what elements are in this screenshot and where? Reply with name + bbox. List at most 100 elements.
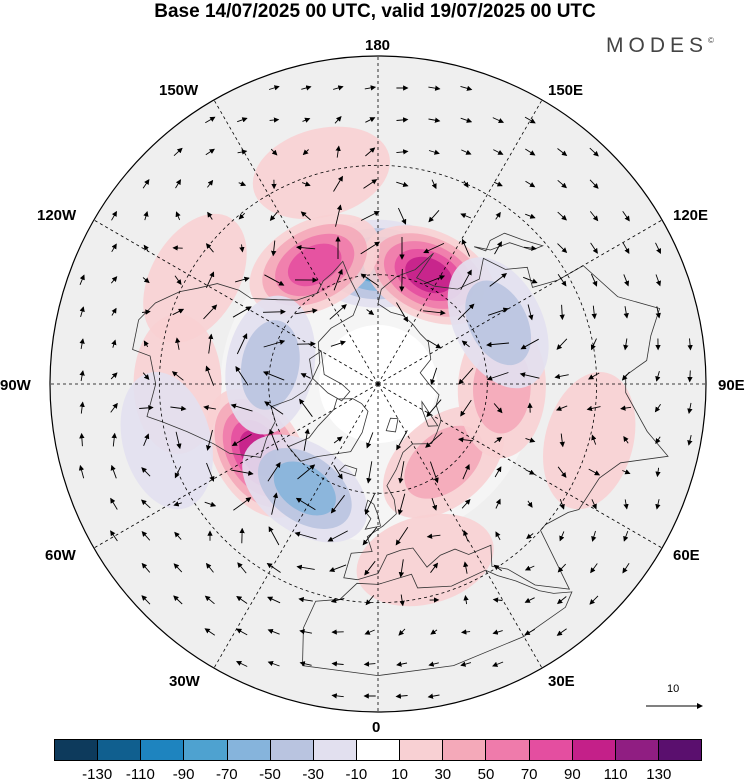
- wind-arrow: [173, 563, 183, 573]
- wind-arrow: [463, 561, 469, 574]
- wind-arrow: [110, 530, 118, 542]
- longitude-label-30w: 30W: [169, 673, 200, 690]
- wind-arrow: [622, 469, 631, 475]
- wind-arrow: [333, 465, 343, 480]
- colorbar-swatch: [184, 740, 228, 760]
- wind-arrow: [428, 117, 441, 123]
- wind-arrow: [396, 149, 409, 155]
- wind-arrow: [399, 594, 405, 607]
- wind-arrow: [239, 244, 245, 253]
- wind-arrow: [299, 629, 312, 635]
- wind-arrow: [423, 275, 446, 285]
- longitude-label-60e: 60E: [673, 547, 700, 564]
- wind-arrow: [428, 85, 441, 91]
- wind-arrow: [463, 529, 469, 542]
- wind-arrow: [269, 428, 279, 451]
- wind-arrow: [330, 340, 346, 347]
- wind-arrow: [363, 179, 378, 189]
- wind-arrow: [111, 210, 117, 221]
- wind-arrow: [655, 242, 661, 255]
- wind-arrow: [208, 333, 214, 354]
- wind-arrow: [366, 309, 375, 316]
- colorbar-tick-label: -130: [82, 766, 113, 783]
- wind-arrow: [365, 117, 376, 123]
- wind-arrow: [557, 273, 567, 287]
- wind-arrow: [524, 597, 535, 603]
- wind-arrow: [232, 306, 252, 318]
- colorbar-swatch: [227, 740, 271, 760]
- anomaly-center: [447, 257, 549, 389]
- anomaly-contour: [120, 372, 213, 510]
- wind-arrow: [333, 175, 343, 192]
- wind-arrow: [460, 399, 472, 417]
- wind-arrow: [556, 338, 568, 350]
- wind-arrow: [295, 308, 318, 315]
- wind-arrow: [175, 337, 181, 350]
- wind-arrow: [299, 661, 312, 667]
- wind-arrow: [525, 437, 536, 443]
- wind-arrow: [143, 340, 149, 348]
- wind-arrow: [142, 309, 151, 315]
- wind-arrow: [494, 241, 502, 255]
- wind-arrow: [360, 241, 381, 255]
- wind-arrow: [271, 492, 279, 515]
- wind-arrow: [79, 370, 85, 382]
- wind-arrow: [461, 149, 472, 155]
- colorbar-swatch: [529, 740, 573, 760]
- wind-arrow: [428, 661, 439, 667]
- wind-arrow: [110, 372, 118, 380]
- wind-arrow: [520, 338, 539, 350]
- wind-arrow: [525, 213, 536, 219]
- anomaly-center: [249, 214, 380, 316]
- wind-arrow: [301, 181, 311, 187]
- wind-arrow: [266, 562, 281, 573]
- wind-arrow: [589, 147, 599, 157]
- wind-arrow: [460, 213, 472, 219]
- wind-arrow: [335, 145, 341, 158]
- wind-arrow: [174, 531, 182, 540]
- wind-arrow: [110, 464, 117, 479]
- wind-arrow: [238, 212, 246, 220]
- wind-arrow: [397, 493, 406, 516]
- wind-arrow: [525, 469, 536, 475]
- wind-arrow: [461, 499, 471, 509]
- wind-arrow: [295, 497, 316, 511]
- wind-arrow: [399, 268, 405, 292]
- wind-arrow: [141, 562, 151, 573]
- wind-arrow: [621, 371, 630, 381]
- meridian-line: [213, 383, 379, 669]
- wind-arrow: [460, 661, 472, 667]
- wind-arrow: [655, 436, 661, 445]
- wind-arrow: [329, 564, 347, 573]
- wind-arrow: [207, 179, 214, 188]
- wind-arrow: [589, 595, 599, 605]
- wind-arrow: [171, 371, 184, 381]
- wind-arrow: [142, 179, 150, 189]
- wind-arrow: [428, 210, 440, 223]
- wind-arrow: [139, 405, 154, 411]
- wind-arrow: [302, 149, 309, 156]
- wind-arrow: [486, 341, 510, 348]
- wind-arrow: [423, 242, 445, 254]
- wind-arrow: [269, 211, 278, 221]
- wind-arrow: [623, 338, 629, 351]
- wind-arrow: [111, 339, 117, 348]
- wind-arrow: [590, 338, 597, 351]
- colorbar-swatch: [486, 740, 530, 760]
- wind-arrow: [655, 306, 661, 319]
- wind-arrow: [462, 463, 470, 480]
- wind-arrow: [428, 149, 440, 155]
- wind-arrow: [557, 211, 567, 221]
- wind-arrow: [519, 372, 540, 379]
- wind-arrow: [430, 367, 438, 385]
- wind-arrow: [523, 276, 538, 284]
- colorbar-tick-label: 70: [520, 766, 538, 783]
- reference-vector-label: 10: [667, 683, 680, 695]
- wind-arrow: [458, 367, 474, 385]
- wind-arrow: [79, 338, 85, 349]
- colorbar-swatch: [356, 740, 401, 760]
- wind-arrow: [623, 530, 629, 542]
- wind-arrow: [174, 275, 182, 286]
- wind-arrow: [365, 595, 375, 606]
- wind-arrow: [203, 405, 216, 411]
